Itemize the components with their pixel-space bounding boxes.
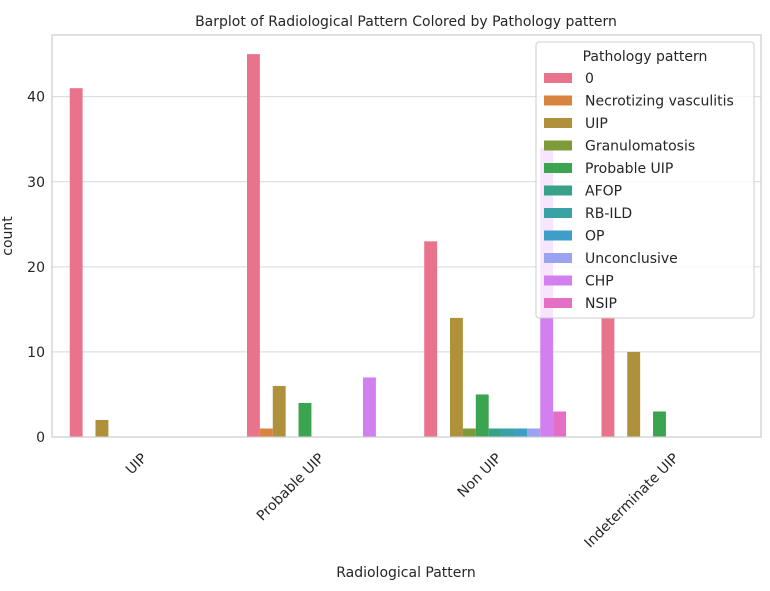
x-axis-ticks: UIP Probable UIP Non UIP Indeterminate UIP: [123, 451, 682, 552]
legend-swatch: [544, 118, 572, 128]
legend-label: OP: [585, 229, 604, 245]
legend-swatch: [544, 275, 572, 286]
x-tick-label: Probable UIP: [254, 451, 328, 525]
x-axis-label: Radiological Pattern: [336, 565, 476, 581]
legend-box: [535, 41, 755, 319]
legend-swatch: [544, 163, 572, 173]
legend-label: CHP: [585, 274, 614, 290]
legend-label: Granulomatosis: [585, 139, 695, 155]
bar: [527, 428, 541, 437]
bar: [95, 419, 109, 437]
legend-swatch: [544, 298, 572, 308]
bar: [553, 411, 567, 437]
legend-label: UIP: [585, 116, 608, 132]
legend-label: 0: [585, 71, 594, 87]
x-tick-label: UIP: [123, 451, 150, 478]
legend-label: Unconclusive: [585, 251, 678, 267]
bar: [462, 428, 476, 437]
bar: [298, 402, 312, 437]
bar: [424, 241, 438, 437]
bar: [627, 351, 641, 437]
legend-swatch: [544, 140, 572, 151]
bar: [362, 377, 376, 437]
bar: [653, 411, 666, 437]
legend-swatch: [544, 230, 572, 241]
y-tick-label: 40: [27, 90, 45, 106]
bar: [501, 428, 515, 437]
legend-label: AFOP: [585, 184, 622, 200]
legend-label: RB-ILD: [585, 206, 632, 222]
legend: Pathology pattern 0 Necrotizing vasculiti…: [535, 41, 755, 319]
x-tick-label: Non UIP: [455, 451, 505, 501]
plot-frame: [51, 34, 762, 438]
y-axis-label: count: [0, 216, 16, 256]
y-axis-ticks: 0 10 20 30 40: [27, 90, 45, 446]
y-tick-label: 30: [27, 175, 45, 191]
legend-swatch: [544, 95, 572, 106]
bar: [450, 317, 463, 437]
bar: [246, 54, 260, 438]
y-tick-label: 0: [36, 430, 45, 446]
bar: [488, 428, 502, 437]
chart-title: Barplot of Radiological Pattern Colored …: [195, 14, 617, 30]
bar: [259, 428, 273, 437]
bar: [272, 385, 286, 437]
x-tick-label: Indeterminate UIP: [581, 451, 682, 552]
legend-label: NSIP: [585, 296, 617, 312]
legend-title: Pathology pattern: [583, 49, 708, 65]
legend-label: Necrotizing vasculitis: [585, 94, 734, 110]
legend-label: Probable UIP: [585, 161, 673, 177]
bar: [69, 88, 83, 437]
bar: [514, 428, 528, 437]
y-tick-label: 10: [27, 345, 45, 361]
legend-swatch: [544, 208, 572, 218]
y-tick-label: 20: [27, 260, 45, 276]
bar: [475, 394, 489, 437]
bar: [601, 317, 615, 437]
legend-swatch: [544, 253, 572, 263]
legend-swatch: [544, 73, 572, 83]
legend-swatch: [544, 185, 572, 196]
